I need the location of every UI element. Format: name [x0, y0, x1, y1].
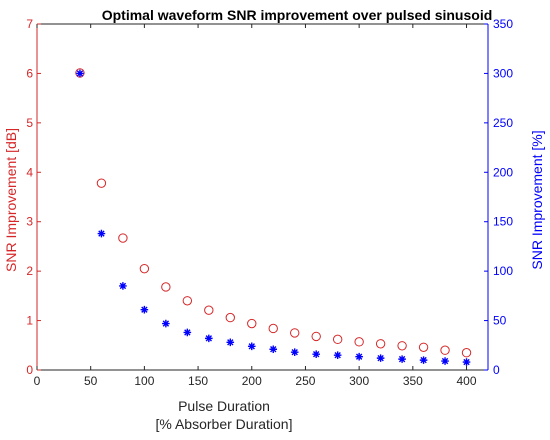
data-point-db — [96, 178, 107, 188]
data-point-percent — [398, 355, 406, 363]
data-point-db — [418, 342, 429, 352]
data-point-percent — [462, 358, 471, 366]
data-point-percent — [162, 319, 170, 328]
data-point-db — [182, 296, 193, 306]
x-tick-label: 250 — [295, 374, 315, 388]
y-right-tick-label: 200 — [493, 165, 513, 179]
data-point-percent — [76, 69, 84, 78]
x-axis-label-line-2: [% Absorber Duration] — [156, 416, 293, 432]
x-tick-label: 200 — [242, 374, 262, 388]
data-point-db — [440, 345, 450, 355]
x-tick-label: 350 — [403, 374, 423, 388]
x-axis-label-line-1: Pulse Duration — [178, 398, 270, 414]
y-left-axis-label: SNR Improvement [dB] — [3, 128, 19, 272]
y-left-tick-label: 1 — [26, 314, 33, 328]
y-right-tick-label: 300 — [493, 66, 513, 80]
y-left-tick-label: 7 — [26, 17, 33, 31]
y-right-axis-label: SNR Improvement [%] — [529, 130, 545, 269]
y-left-tick-label: 2 — [26, 264, 33, 278]
data-point-db — [397, 341, 407, 351]
data-point-db — [375, 339, 386, 349]
data-point-percent — [312, 350, 320, 358]
chart-title: Optimal waveform SNR improvement over pu… — [102, 7, 493, 23]
data-point-percent — [355, 352, 363, 361]
data-point-db — [204, 305, 214, 315]
data-point-percent — [269, 345, 278, 354]
y-right-tick-label: 100 — [493, 264, 513, 278]
x-tick-label: 50 — [84, 374, 98, 388]
data-point-db — [354, 337, 364, 347]
data-point-db — [311, 331, 321, 342]
data-point-percent — [140, 305, 149, 314]
data-point-percent — [441, 357, 449, 365]
data-point-percent — [119, 282, 127, 290]
x-tick-label: 300 — [349, 374, 369, 388]
data-point-db — [290, 328, 300, 338]
y-right-tick-label: 350 — [493, 17, 513, 31]
data-point-db — [247, 318, 257, 329]
y-left-tick-label: 6 — [26, 66, 33, 80]
plot-area: 0 50 100 150 200 250 300 350 400 0 1 2 3 4 5 6 7 0 50 100 15… — [26, 17, 513, 388]
data-point-percent — [333, 351, 342, 359]
data-point-db — [161, 282, 171, 292]
data-point-db — [268, 323, 278, 334]
data-point-db — [461, 348, 472, 358]
y-right-tick-label: 250 — [493, 116, 513, 130]
data-point-db — [118, 233, 128, 243]
data-point-db — [225, 312, 235, 323]
x-tick-label: 0 — [34, 374, 41, 388]
x-tick-label: 100 — [134, 374, 154, 388]
x-tick-label: 150 — [188, 374, 208, 388]
data-point-percent — [290, 348, 299, 357]
data-point-percent — [205, 334, 213, 343]
y-left-tick-label: 4 — [26, 165, 33, 179]
x-tick-label: 400 — [457, 374, 477, 388]
data-point-percent — [419, 356, 428, 364]
data-point-percent — [376, 354, 385, 362]
y-left-tick-label: 0 — [26, 363, 33, 377]
data-point-percent — [183, 328, 192, 337]
y-left-tick-label: 5 — [26, 116, 33, 130]
data-point-db — [332, 334, 343, 345]
data-point-percent — [97, 229, 106, 238]
y-left-tick-label: 3 — [26, 215, 33, 229]
y-right-tick-label: 50 — [493, 314, 507, 328]
y-right-tick-label: 150 — [493, 215, 513, 229]
y-right-tick-label: 0 — [493, 363, 500, 377]
data-point-db — [139, 263, 150, 274]
data-point-percent — [226, 338, 235, 347]
data-point-percent — [247, 342, 256, 351]
